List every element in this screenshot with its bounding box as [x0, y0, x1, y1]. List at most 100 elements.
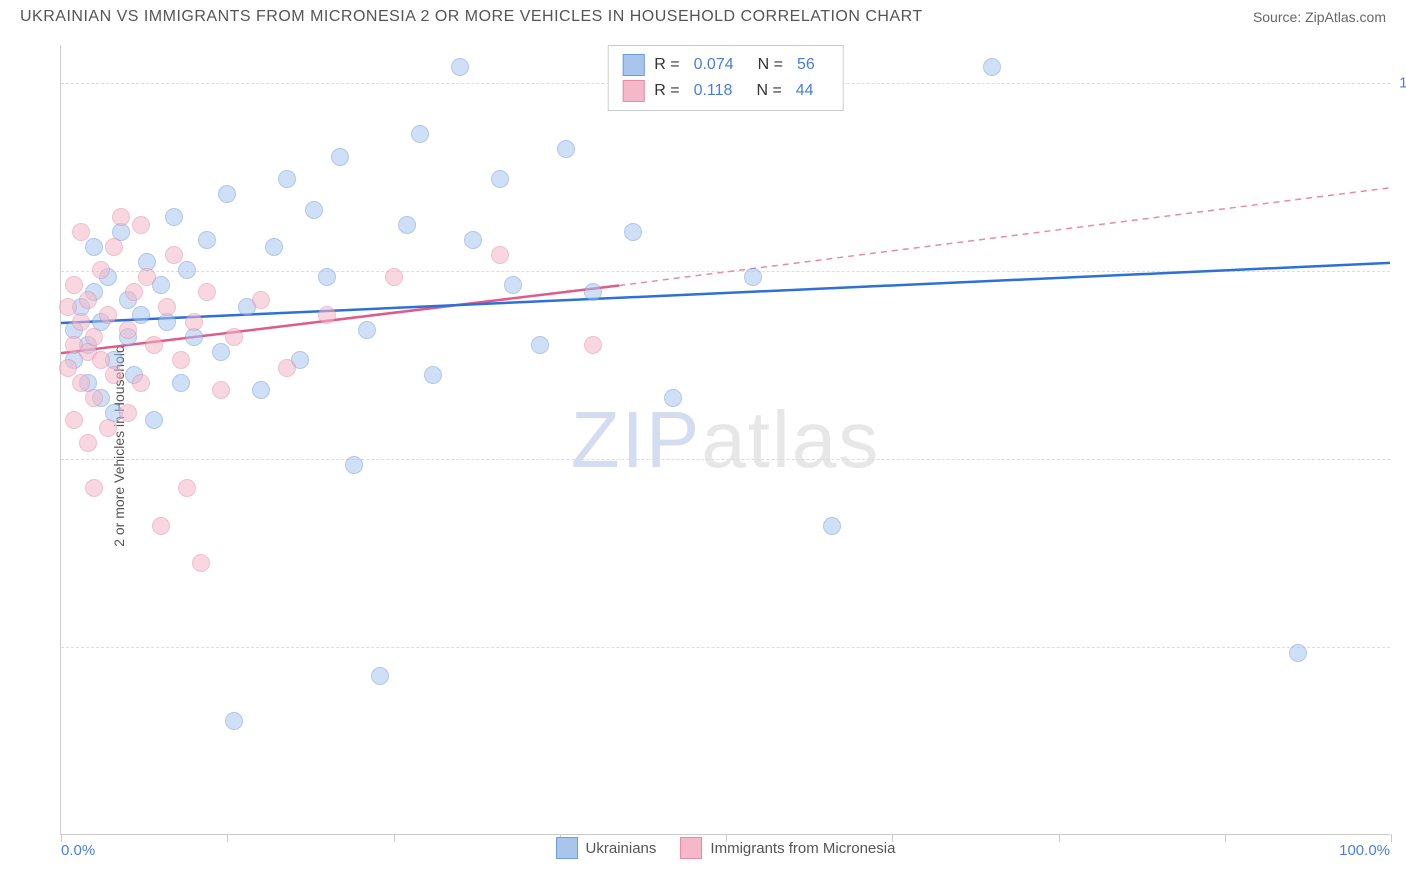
scatter-point [72, 223, 90, 241]
scatter-point [185, 313, 203, 331]
scatter-point [59, 298, 77, 316]
scatter-point [119, 321, 137, 339]
watermark-zip: ZIP [571, 395, 701, 484]
scatter-point [92, 351, 110, 369]
r-label: R = [654, 56, 679, 74]
scatter-point [99, 306, 117, 324]
scatter-point [99, 419, 117, 437]
x-tick [394, 834, 395, 842]
scatter-point [385, 268, 403, 286]
scatter-point [119, 404, 137, 422]
scatter-point [178, 479, 196, 497]
scatter-point [265, 238, 283, 256]
scatter-point [79, 291, 97, 309]
scatter-point [504, 276, 522, 294]
scatter-point [105, 238, 123, 256]
scatter-point [345, 456, 363, 474]
scatter-point [192, 554, 210, 572]
scatter-point [212, 343, 230, 361]
scatter-point [531, 336, 549, 354]
scatter-point [225, 712, 243, 730]
scatter-point [72, 374, 90, 392]
scatter-point [557, 140, 575, 158]
scatter-point [278, 359, 296, 377]
scatter-point [198, 231, 216, 249]
scatter-point [744, 268, 762, 286]
scatter-point [411, 125, 429, 143]
x-tick [61, 834, 62, 842]
scatter-point [331, 148, 349, 166]
scatter-point [451, 58, 469, 76]
scatter-point [59, 359, 77, 377]
n-label: N = [756, 82, 781, 100]
scatter-point [85, 238, 103, 256]
scatter-point [72, 313, 90, 331]
x-tick [227, 834, 228, 842]
scatter-point [983, 58, 1001, 76]
scatter-point [158, 298, 176, 316]
scatter-point [371, 667, 389, 685]
legend-swatch [680, 837, 702, 859]
scatter-point [664, 389, 682, 407]
series-legend: Ukrainians Immigrants from Micronesia [556, 837, 896, 859]
scatter-point [584, 283, 602, 301]
gridline [61, 647, 1390, 648]
scatter-point [65, 276, 83, 294]
scatter-point [85, 328, 103, 346]
scatter-point [145, 336, 163, 354]
scatter-point [85, 389, 103, 407]
legend-series-item: Immigrants from Micronesia [680, 837, 895, 859]
scatter-point [125, 283, 143, 301]
scatter-point [464, 231, 482, 249]
scatter-point [305, 201, 323, 219]
correlation-legend: R =0.074N =56R =0.118N =44 [607, 45, 844, 111]
legend-swatch [622, 80, 644, 102]
legend-series-item: Ukrainians [556, 837, 657, 859]
legend-stat-row: R = 0.118 N = 44 [622, 78, 829, 104]
n-value: 56 [797, 56, 815, 74]
scatter-point [491, 170, 509, 188]
x-tick [1225, 834, 1226, 842]
x-tick [1391, 834, 1392, 842]
scatter-point [165, 208, 183, 226]
legend-series-label: Ukrainians [586, 840, 657, 857]
y-tick-label: 100.0% [1399, 74, 1406, 91]
scatter-point [165, 246, 183, 264]
scatter-point [85, 479, 103, 497]
scatter-point [398, 216, 416, 234]
r-label: R = [654, 82, 679, 100]
legend-series-label: Immigrants from Micronesia [710, 840, 895, 857]
legend-swatch [622, 54, 644, 76]
n-label: N = [758, 56, 783, 74]
scatter-point [212, 381, 230, 399]
x-axis-min-label: 0.0% [61, 842, 95, 859]
gridline [61, 459, 1390, 460]
trend-lines [61, 45, 1390, 834]
watermark: ZIPatlas [571, 394, 880, 486]
scatter-point [79, 434, 97, 452]
scatter-point [252, 291, 270, 309]
legend-stat-row: R =0.074N =56 [622, 52, 829, 78]
scatter-point [152, 517, 170, 535]
watermark-atlas: atlas [701, 395, 880, 484]
scatter-point [65, 411, 83, 429]
gridline [61, 271, 1390, 272]
scatter-point [252, 381, 270, 399]
scatter-point [178, 261, 196, 279]
scatter-point [584, 336, 602, 354]
scatter-point [823, 517, 841, 535]
scatter-point [218, 185, 236, 203]
scatter-point [105, 366, 123, 384]
scatter-point [145, 411, 163, 429]
scatter-point [132, 306, 150, 324]
r-value: 0.118 [694, 82, 733, 100]
x-tick [1059, 834, 1060, 842]
scatter-point [358, 321, 376, 339]
n-value: 44 [796, 82, 814, 100]
scatter-point [318, 306, 336, 324]
chart-plot-area: ZIPatlas R =0.074N =56R =0.118N =44 25.0… [60, 45, 1390, 835]
scatter-point [132, 374, 150, 392]
scatter-point [491, 246, 509, 264]
scatter-point [198, 283, 216, 301]
scatter-point [278, 170, 296, 188]
